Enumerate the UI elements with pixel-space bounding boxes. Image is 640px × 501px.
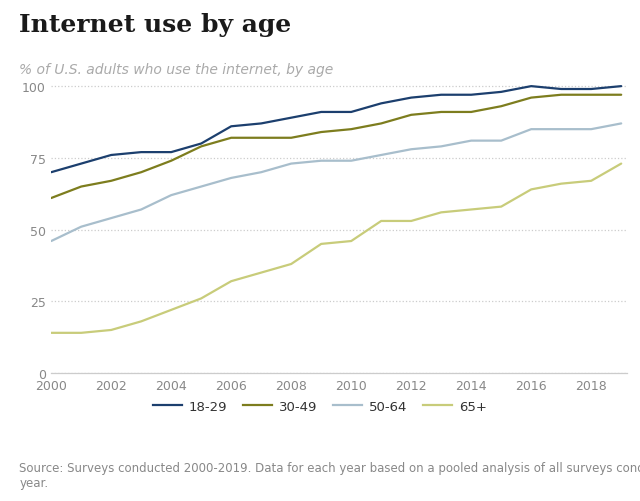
18-29: [557, 87, 565, 93]
65+: [167, 307, 175, 313]
65+: [407, 218, 415, 224]
50-64: [77, 224, 85, 230]
Text: Internet use by age: Internet use by age: [19, 13, 291, 37]
30-49: [167, 158, 175, 164]
18-29: [588, 87, 595, 93]
Text: % of U.S. adults who use the internet, by age: % of U.S. adults who use the internet, b…: [19, 63, 333, 77]
30-49: [618, 93, 625, 99]
50-64: [108, 215, 115, 221]
65+: [378, 218, 385, 224]
Line: 18-29: 18-29: [51, 87, 621, 173]
18-29: [437, 93, 445, 99]
18-29: [167, 150, 175, 156]
50-64: [257, 170, 265, 176]
65+: [47, 330, 55, 336]
50-64: [167, 193, 175, 199]
18-29: [317, 110, 325, 116]
50-64: [497, 138, 505, 144]
18-29: [467, 93, 475, 99]
18-29: [197, 141, 205, 147]
65+: [348, 238, 355, 244]
50-64: [437, 144, 445, 150]
65+: [257, 270, 265, 276]
18-29: [287, 115, 295, 121]
30-49: [497, 104, 505, 110]
50-64: [378, 153, 385, 159]
65+: [77, 330, 85, 336]
50-64: [407, 147, 415, 153]
50-64: [47, 238, 55, 244]
18-29: [77, 161, 85, 167]
65+: [197, 296, 205, 302]
18-29: [618, 84, 625, 90]
30-49: [138, 170, 145, 176]
18-29: [378, 101, 385, 107]
50-64: [138, 207, 145, 213]
50-64: [467, 138, 475, 144]
18-29: [348, 110, 355, 116]
30-49: [588, 93, 595, 99]
18-29: [497, 90, 505, 96]
30-49: [527, 95, 535, 101]
Line: 65+: 65+: [51, 164, 621, 333]
30-49: [378, 121, 385, 127]
65+: [527, 187, 535, 193]
30-49: [317, 130, 325, 136]
65+: [437, 210, 445, 216]
50-64: [557, 127, 565, 133]
50-64: [588, 127, 595, 133]
50-64: [197, 184, 205, 190]
30-49: [287, 135, 295, 141]
30-49: [227, 135, 235, 141]
30-49: [257, 135, 265, 141]
Line: 30-49: 30-49: [51, 96, 621, 198]
18-29: [47, 170, 55, 176]
Text: Source: Surveys conducted 2000-2019. Data for each year based on a pooled analys: Source: Surveys conducted 2000-2019. Dat…: [19, 461, 640, 489]
18-29: [138, 150, 145, 156]
Line: 50-64: 50-64: [51, 124, 621, 241]
Legend: 18-29, 30-49, 50-64, 65+: 18-29, 30-49, 50-64, 65+: [148, 395, 492, 418]
50-64: [618, 121, 625, 127]
30-49: [348, 127, 355, 133]
18-29: [257, 121, 265, 127]
30-49: [47, 195, 55, 201]
65+: [588, 178, 595, 184]
65+: [108, 327, 115, 333]
18-29: [407, 95, 415, 101]
50-64: [287, 161, 295, 167]
65+: [467, 207, 475, 213]
30-49: [407, 113, 415, 119]
65+: [317, 241, 325, 247]
50-64: [527, 127, 535, 133]
30-49: [197, 144, 205, 150]
65+: [138, 319, 145, 325]
30-49: [108, 178, 115, 184]
18-29: [227, 124, 235, 130]
65+: [618, 161, 625, 167]
30-49: [437, 110, 445, 116]
65+: [497, 204, 505, 210]
18-29: [527, 84, 535, 90]
50-64: [348, 158, 355, 164]
65+: [287, 262, 295, 268]
65+: [227, 279, 235, 285]
30-49: [77, 184, 85, 190]
18-29: [108, 153, 115, 159]
50-64: [317, 158, 325, 164]
65+: [557, 181, 565, 187]
50-64: [227, 175, 235, 181]
30-49: [467, 110, 475, 116]
30-49: [557, 93, 565, 99]
